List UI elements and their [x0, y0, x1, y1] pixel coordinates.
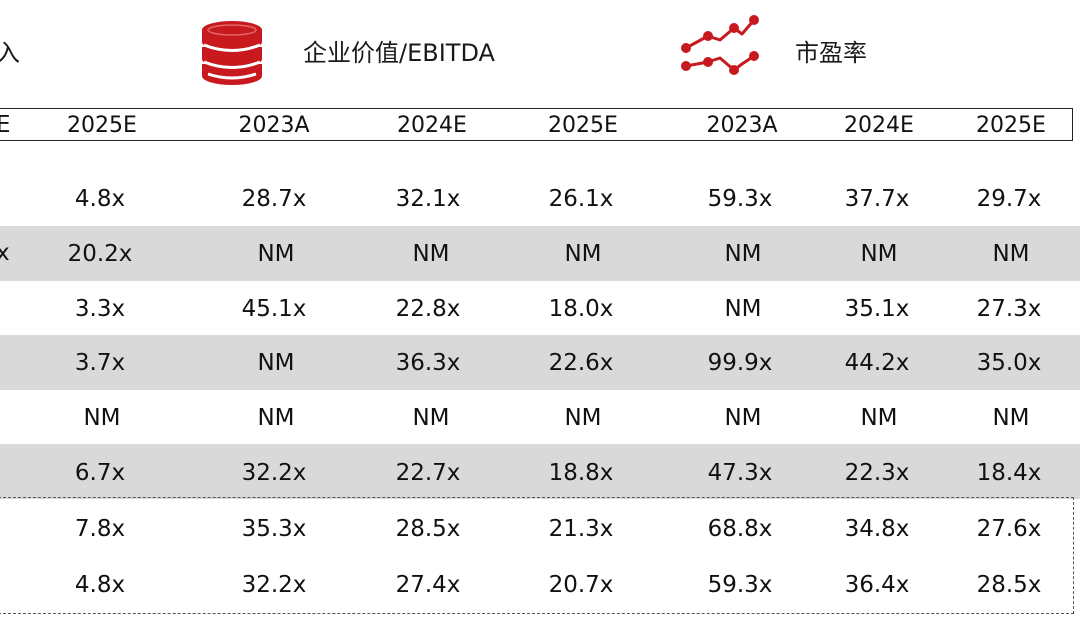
- summary-cell: 36.4x: [844, 572, 910, 598]
- table-cell: 26.1x: [548, 186, 614, 212]
- table-cell: 35.0x: [976, 350, 1042, 376]
- table-cell: NM: [257, 241, 295, 267]
- column-header-row: [0, 108, 1073, 141]
- table-cell: NM: [860, 405, 898, 431]
- table-cell: 3.7x: [74, 350, 126, 376]
- row-shading: [0, 444, 1080, 499]
- row-shading: [0, 226, 1080, 281]
- summary-cell: 27.4x: [395, 572, 461, 598]
- table-cell: 32.1x: [395, 186, 461, 212]
- line-trend-icon: [681, 15, 759, 75]
- table-cell: NM: [257, 405, 295, 431]
- table-cell: 36.3x: [395, 350, 461, 376]
- summary-statistics-box: [0, 497, 1074, 614]
- column-header: 2023A: [238, 113, 310, 138]
- summary-cell: 4.8x: [74, 572, 126, 598]
- table-cell: 28.7x: [241, 186, 307, 212]
- coin-stack-icon: [202, 21, 262, 85]
- table-cell: 44.2x: [844, 350, 910, 376]
- table-cell: 29.7x: [976, 186, 1042, 212]
- table-cell: 35.1x: [844, 296, 910, 322]
- table-cell: NM: [724, 405, 762, 431]
- table-cell: 18.4x: [976, 460, 1042, 486]
- column-header: 2023A: [706, 113, 778, 138]
- table-cell: 4.8x: [74, 186, 126, 212]
- summary-cell: 59.3x: [707, 572, 773, 598]
- column-header: 2025E: [976, 113, 1046, 138]
- table-cell: NM: [992, 405, 1030, 431]
- table-cell: 37.7x: [844, 186, 910, 212]
- table-cell: 22.3x: [844, 460, 910, 486]
- column-header: 2025E: [548, 113, 618, 138]
- column-header: 2024E: [397, 113, 467, 138]
- table-cell: 18.0x: [548, 296, 614, 322]
- summary-cell: 32.2x: [241, 572, 307, 598]
- table-cell: NM: [412, 241, 450, 267]
- table-cell: 99.9x: [707, 350, 773, 376]
- table-cell: 18.8x: [548, 460, 614, 486]
- table-cell: NM: [257, 350, 295, 376]
- summary-cell: 34.8x: [844, 516, 910, 542]
- table-cell: NM: [724, 241, 762, 267]
- table-cell: 22.6x: [548, 350, 614, 376]
- table-cell: 20.2x: [67, 241, 133, 267]
- column-header: 2024E: [844, 113, 914, 138]
- table-cell: NM: [992, 241, 1030, 267]
- table-cell: NM: [564, 405, 602, 431]
- truncated-column-label: 入: [0, 39, 20, 67]
- summary-cell: 21.3x: [548, 516, 614, 542]
- ev-ebitda-header: 企业价值/EBITDA: [303, 39, 495, 67]
- table-cell: 22.8x: [395, 296, 461, 322]
- table-cell: 3.3x: [74, 296, 126, 322]
- summary-cell: 20.7x: [548, 572, 614, 598]
- table-cell: NM: [83, 405, 121, 431]
- row-shading: [0, 335, 1080, 390]
- table-cell: NM: [860, 241, 898, 267]
- summary-cell: 28.5x: [395, 516, 461, 542]
- table-cell: 32.2x: [241, 460, 307, 486]
- summary-cell: 35.3x: [241, 516, 307, 542]
- table-cell: 45.1x: [241, 296, 307, 322]
- table-cell: NM: [564, 241, 602, 267]
- table-cell: 47.3x: [707, 460, 773, 486]
- table-cell: 22.7x: [395, 460, 461, 486]
- table-cell: 6.7x: [74, 460, 126, 486]
- column-header: 2025E: [67, 113, 137, 138]
- summary-cell: 68.8x: [707, 516, 773, 542]
- table-cell: NM: [412, 405, 450, 431]
- table-cell: 59.3x: [707, 186, 773, 212]
- summary-cell: 28.5x: [976, 572, 1042, 598]
- summary-cell: 27.6x: [976, 516, 1042, 542]
- summary-cell: 7.8x: [74, 516, 126, 542]
- table-cell-truncated: x: [0, 240, 10, 266]
- table-cell: 27.3x: [976, 296, 1042, 322]
- table-cell: NM: [724, 296, 762, 322]
- pe-ratio-header: 市盈率: [795, 39, 867, 67]
- column-header-truncated: E: [0, 112, 11, 138]
